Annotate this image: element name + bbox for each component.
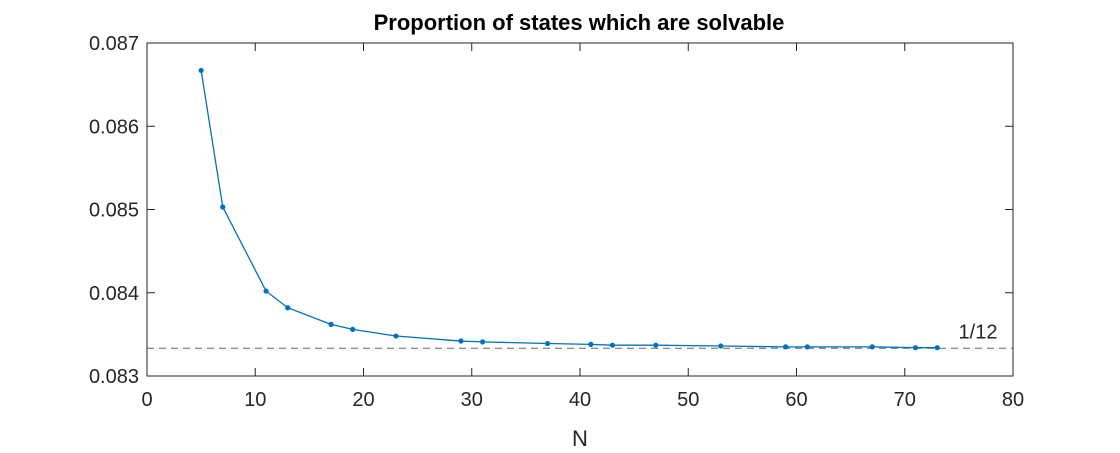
data-point [350,326,356,332]
data-point [804,344,810,350]
y-tick-label: 0.087 [89,33,139,55]
data-point [285,305,291,311]
x-axis-label: N [572,426,588,451]
data-point [934,345,940,351]
y-tick-label: 0.086 [89,116,139,138]
x-tick-label: 70 [894,389,916,411]
data-point [263,288,269,294]
data-point [869,344,875,350]
data-point [220,204,226,210]
x-tick-label: 30 [461,389,483,411]
plot-area [147,43,1013,376]
data-point [912,345,919,351]
y-tick-label: 0.085 [89,200,139,222]
reference-line-group: 1/12 [147,321,1013,349]
x-tick-label: 10 [244,389,266,411]
data-point [458,338,464,344]
data-point [783,344,789,350]
data-point [653,342,659,348]
y-tick-label: 0.084 [89,283,139,305]
data-point [479,339,486,345]
x-tick-label: 20 [352,389,374,411]
data-point [609,342,616,348]
data-point [198,67,204,74]
y-tick-label: 0.083 [89,366,139,388]
x-tick-label: 0 [141,389,152,411]
reference-line-label: 1/12 [959,321,998,343]
series-group [198,67,940,351]
data-point [393,333,399,339]
data-point [718,343,724,349]
axes-group: 0 10 20 30 40 50 60 70 80 0.083 0.084 0.085 0.086 0.0… [89,33,1024,411]
data-point [588,341,594,347]
x-tick-label: 40 [569,389,591,411]
x-tick-label: 50 [677,389,699,411]
data-point [544,340,551,347]
x-tick-label: 60 [785,389,807,411]
chart-title: Proportion of states which are solvable [374,10,785,35]
x-tick-label: 80 [1002,389,1024,411]
data-point [328,321,334,327]
